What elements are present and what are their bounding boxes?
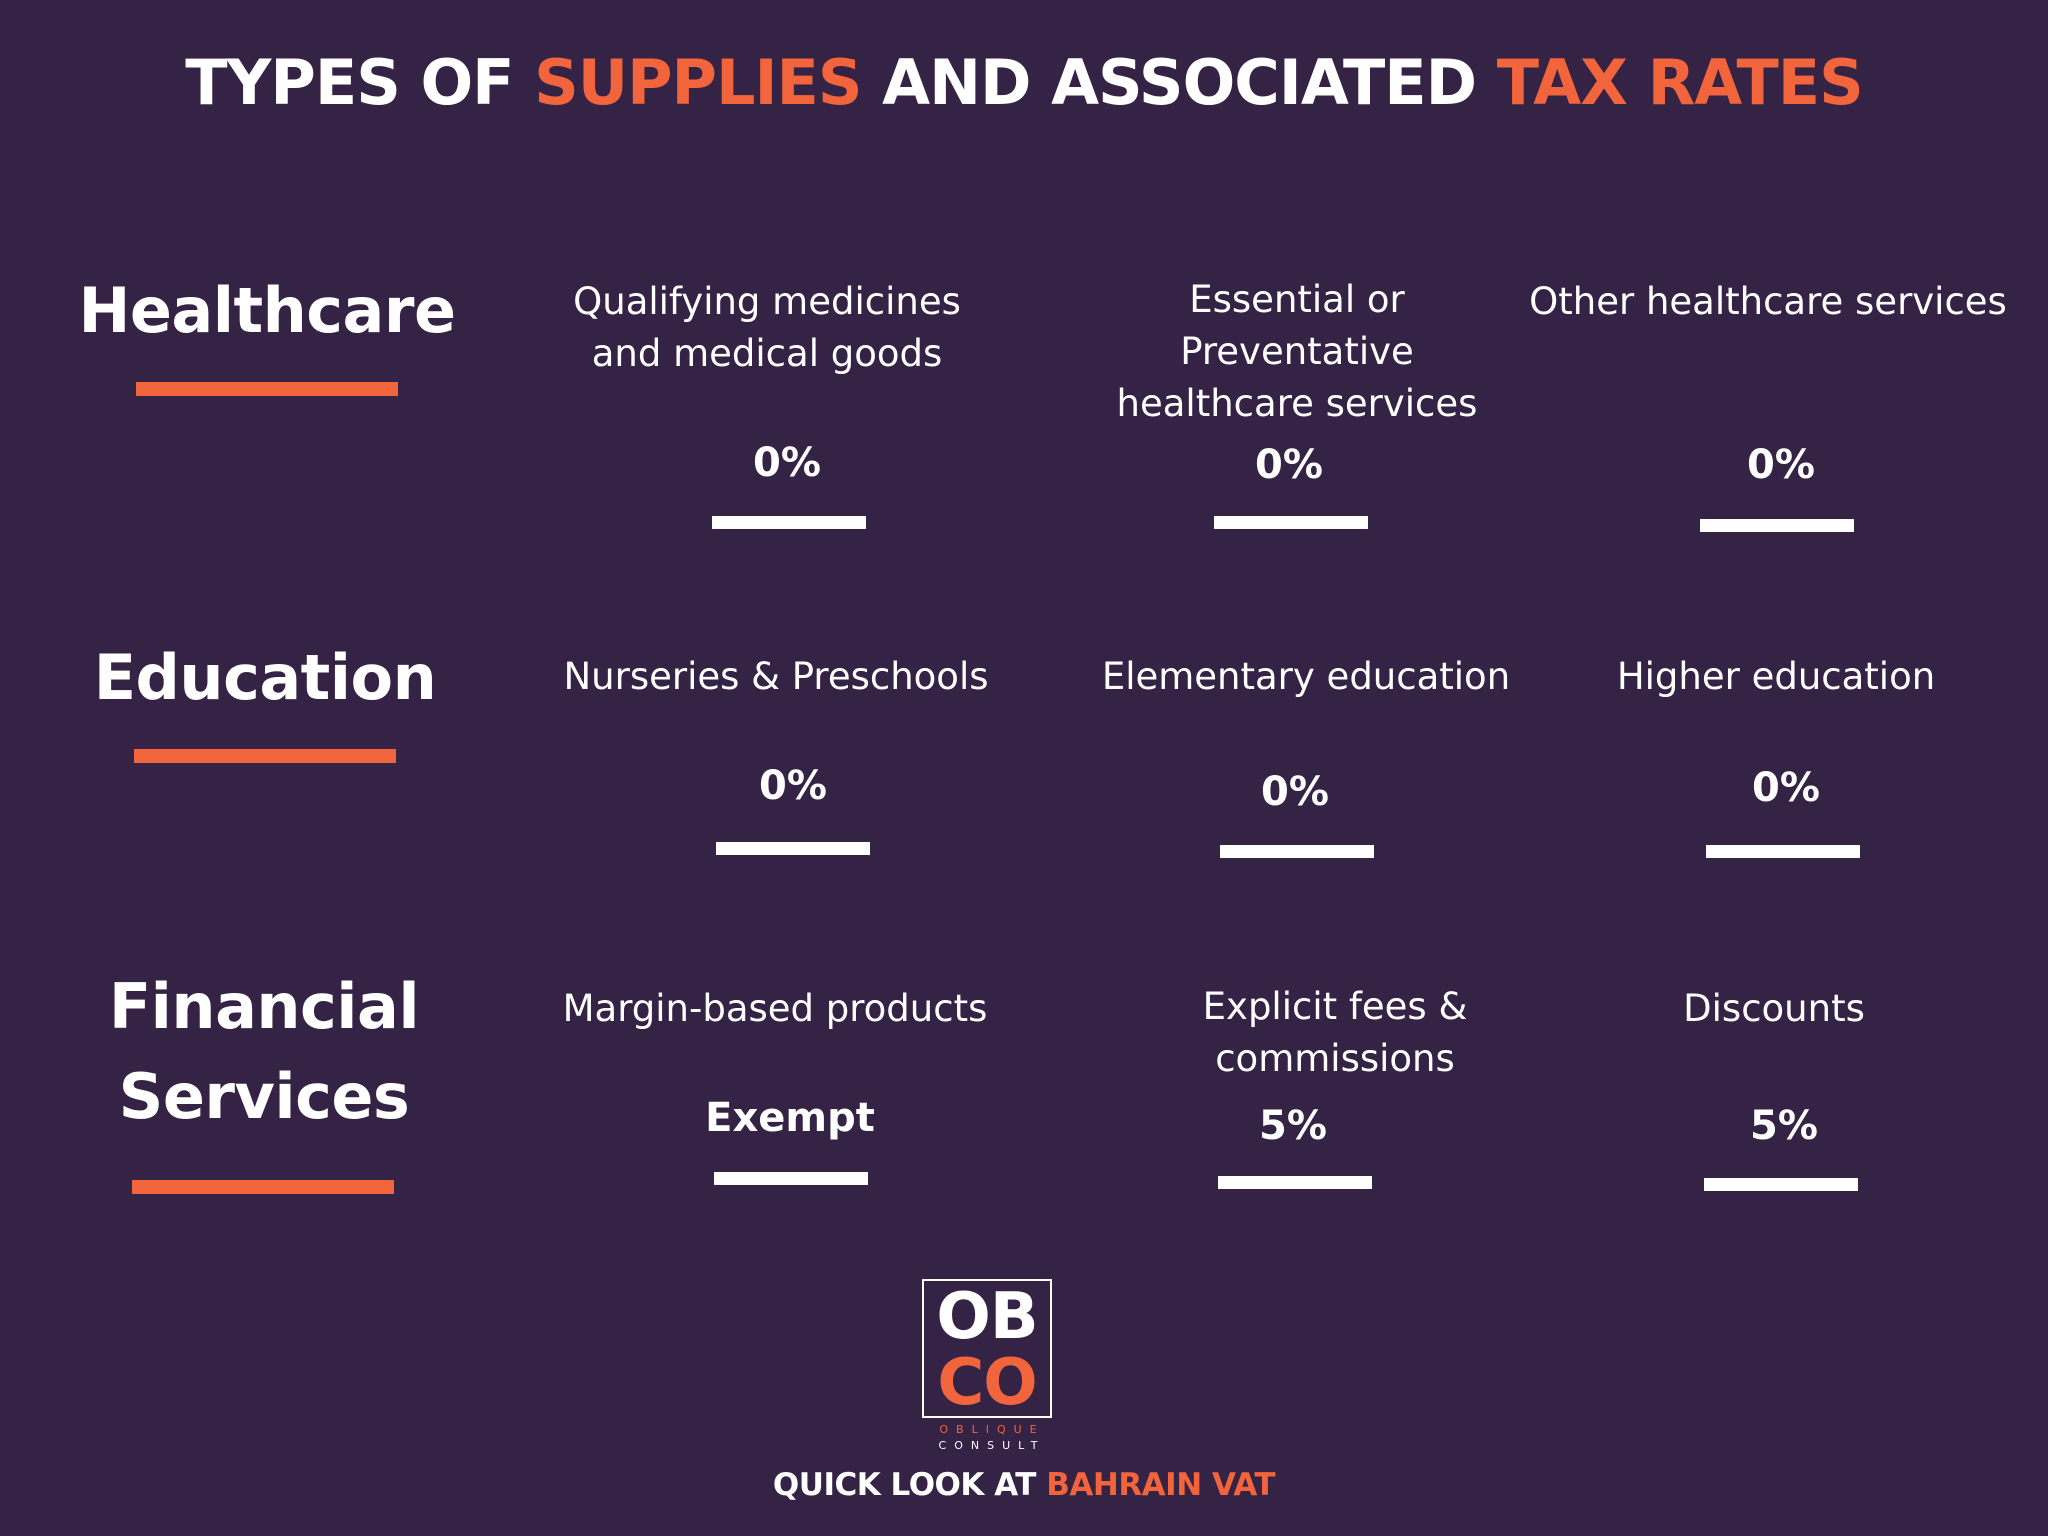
- rate-value: 0%: [759, 763, 827, 809]
- logo-subtext-oblique: OBLIQUE: [939, 1423, 1045, 1436]
- supply-label: Higher education: [1616, 655, 1936, 698]
- category-underline: [134, 749, 396, 763]
- title-part-3: AND ASSOCIATED: [861, 46, 1497, 119]
- supply-label: Other healthcare services: [1529, 280, 2007, 323]
- rate-value: 0%: [1752, 765, 1820, 811]
- rate-underline: [716, 842, 870, 855]
- supply-label: Elementary education: [1101, 655, 1511, 698]
- supply-label: Nurseries & Preschools: [563, 655, 989, 698]
- rate-value: 0%: [1255, 442, 1323, 488]
- supply-label: Essential or Preventative healthcare ser…: [1116, 278, 1478, 425]
- category-education: Education: [55, 633, 475, 723]
- category-underline: [136, 382, 398, 396]
- footer-part-2: BAHRAIN VAT: [1046, 1467, 1276, 1503]
- category-healthcare: Healthcare: [57, 266, 477, 356]
- footer-caption: QUICK LOOK AT BAHRAIN VAT: [0, 1470, 2048, 1501]
- obco-logo: OB CO: [922, 1279, 1052, 1418]
- rate-underline: [1218, 1176, 1372, 1189]
- rate-value: Exempt: [705, 1095, 875, 1141]
- rate-value: 0%: [1747, 442, 1815, 488]
- category-financial-services: Financial Services: [54, 962, 474, 1142]
- supply-label: Margin-based products: [562, 987, 988, 1030]
- category-name-line: Financial: [108, 970, 420, 1043]
- rate-underline: [1704, 1178, 1858, 1191]
- title-part-4: TAX RATES: [1496, 46, 1864, 119]
- logo-subtext-consult: CONSULT: [938, 1439, 1046, 1452]
- rate-value: 5%: [1750, 1103, 1818, 1149]
- rate-underline: [1214, 516, 1368, 529]
- rate-underline: [1220, 845, 1374, 858]
- rate-underline: [712, 516, 866, 529]
- logo-text-top: OB: [936, 1280, 1038, 1354]
- rate-underline: [714, 1172, 868, 1185]
- page-title: TYPES OF SUPPLIES AND ASSOCIATED TAX RAT…: [0, 52, 2048, 114]
- title-part-1: TYPES OF: [185, 46, 535, 119]
- rate-value: 0%: [1261, 769, 1329, 815]
- logo-text-bottom: CO: [937, 1346, 1037, 1420]
- rate-value: 5%: [1259, 1103, 1327, 1149]
- supply-label: Qualifying medicines and medical goods: [573, 280, 961, 375]
- supply-label: Discounts: [1683, 987, 1865, 1030]
- category-name-line: Education: [93, 641, 437, 714]
- category-name-line: Services: [118, 1060, 410, 1133]
- category-underline: [132, 1180, 394, 1194]
- supply-label: Explicit fees & commissions: [1202, 985, 1468, 1080]
- rate-underline: [1700, 519, 1854, 532]
- rate-underline: [1706, 845, 1860, 858]
- title-part-2: SUPPLIES: [534, 46, 862, 119]
- footer-part-1: QUICK LOOK AT: [772, 1467, 1047, 1503]
- category-name-line: Healthcare: [78, 274, 456, 347]
- rate-value: 0%: [753, 440, 821, 486]
